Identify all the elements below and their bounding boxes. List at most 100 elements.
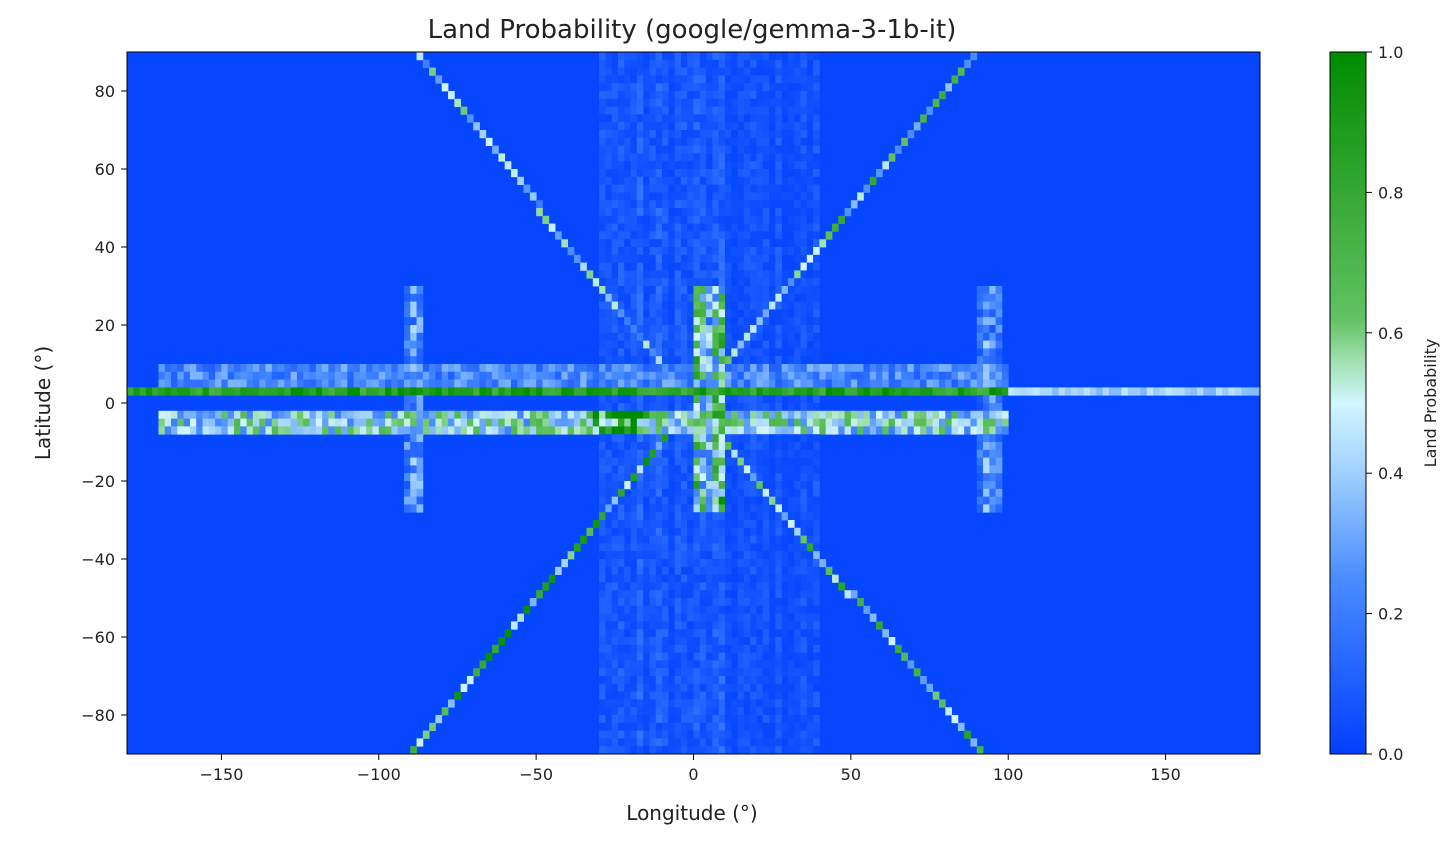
heatmap-cell (498, 387, 506, 396)
heatmap-cell (668, 559, 676, 568)
heatmap-cell (731, 200, 738, 209)
heatmap-cell (655, 75, 663, 84)
heatmap-cell (813, 465, 820, 474)
heatmap-cell (599, 317, 606, 326)
heatmap-cell (813, 184, 820, 193)
heatmap-cell (743, 52, 751, 61)
heatmap-cell (693, 434, 701, 443)
heatmap-cell (643, 278, 650, 287)
heatmap-cell (655, 192, 663, 201)
heatmap-cell (932, 691, 940, 700)
heatmap-cell (787, 605, 795, 614)
heatmap-cell (800, 660, 808, 669)
heatmap-cell (712, 137, 720, 146)
heatmap-cell (706, 169, 713, 178)
heatmap-cell (983, 481, 990, 490)
heatmap-cell (901, 137, 908, 146)
heatmap-cell (775, 137, 783, 146)
heatmap-cell (630, 325, 638, 334)
heatmap-cell (221, 426, 229, 435)
heatmap-cell (687, 605, 694, 614)
heatmap-cell (196, 379, 203, 388)
heatmap-cell (737, 379, 745, 388)
heatmap-cell (422, 371, 430, 380)
heatmap-cell (750, 707, 757, 716)
heatmap-cell (662, 590, 669, 599)
heatmap-cell (429, 387, 436, 396)
heatmap-cell (938, 379, 946, 388)
heatmap-cell (416, 403, 424, 412)
heatmap-cell (674, 582, 682, 591)
heatmap-cell (769, 293, 776, 302)
heatmap-cell (662, 395, 669, 404)
heatmap-cell (611, 465, 619, 474)
heatmap-cell (611, 551, 619, 560)
heatmap-cell (662, 746, 669, 755)
heatmap-cell (454, 426, 462, 435)
heatmap-cell (825, 410, 833, 419)
heatmap-cell (756, 208, 764, 217)
heatmap-cell (794, 730, 801, 739)
heatmap-cell (769, 582, 776, 591)
heatmap-cell (699, 621, 707, 630)
heatmap-cell (712, 527, 720, 536)
heatmap-cell (806, 122, 814, 131)
heatmap-cell (970, 364, 978, 373)
heatmap-cell (787, 582, 795, 591)
heatmap-cell (630, 722, 638, 731)
heatmap-cell (630, 91, 638, 100)
heatmap-cell (731, 130, 738, 139)
heatmap-cell (794, 605, 801, 614)
heatmap-cell (334, 410, 342, 419)
heatmap-cell (775, 67, 783, 76)
heatmap-cell (743, 660, 751, 669)
heatmap-cell (655, 668, 663, 677)
heatmap-cell (693, 332, 701, 341)
heatmap-cell (951, 371, 959, 380)
heatmap-cell (152, 387, 159, 396)
heatmap-cell (662, 457, 669, 466)
heatmap-cell (630, 652, 638, 661)
heatmap-cell (617, 410, 625, 419)
heatmap-cell (164, 418, 172, 427)
heatmap-cell (605, 473, 613, 482)
heatmap-cell (813, 613, 820, 622)
heatmap-cell (655, 699, 663, 708)
heatmap-cell (649, 535, 657, 544)
heatmap-cell (731, 153, 738, 162)
heatmap-cell (787, 106, 795, 115)
heatmap-cell (643, 644, 650, 653)
heatmap-cell (775, 668, 783, 677)
heatmap-cell (750, 722, 757, 731)
heatmap-cell (341, 426, 348, 435)
heatmap-cell (668, 683, 676, 692)
heatmap-cell (624, 348, 631, 357)
heatmap-cell (649, 254, 657, 263)
heatmap-cell (617, 83, 625, 92)
heatmap-cell (523, 364, 531, 373)
heatmap-cell (674, 488, 682, 497)
heatmap-cell (731, 426, 738, 435)
heatmap-cell (517, 176, 524, 185)
heatmap-cell (976, 293, 984, 302)
heatmap-cell (674, 629, 682, 638)
heatmap-cell (737, 449, 745, 458)
heatmap-cell (806, 598, 814, 607)
heatmap-cell (680, 566, 688, 575)
heatmap-cell (662, 52, 669, 61)
heatmap-cell (643, 676, 650, 685)
heatmap-cell (674, 114, 682, 123)
heatmap-cell (775, 730, 783, 739)
heatmap-cell (976, 465, 984, 474)
heatmap-cell (743, 590, 751, 599)
heatmap-cell (611, 613, 619, 622)
heatmap-cell (605, 254, 613, 263)
heatmap-cell (171, 364, 178, 373)
heatmap-cell (599, 527, 606, 536)
heatmap-cell (750, 379, 757, 388)
heatmap-cell (806, 605, 814, 614)
heatmap-cell (806, 730, 814, 739)
heatmap-cell (907, 371, 915, 380)
heatmap-cell (687, 161, 694, 170)
heatmap-cell (964, 410, 971, 419)
